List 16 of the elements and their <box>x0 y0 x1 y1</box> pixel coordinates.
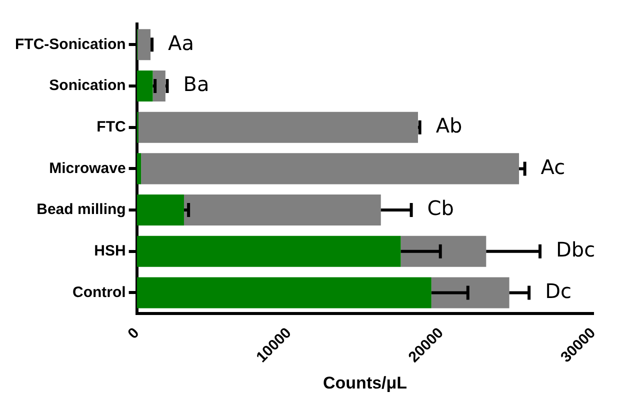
y-tick-label: FTC-Sonication <box>14 36 126 53</box>
y-tick-label: Sonication <box>49 77 126 94</box>
y-tick-label: Control <box>72 284 126 301</box>
y-tick-label: Microwave <box>49 160 126 177</box>
y-tick-label: HSH <box>94 242 126 260</box>
y-tick-label: Bead milling <box>36 201 126 218</box>
annotation: Dc <box>545 278 572 303</box>
annotation: Ab <box>436 114 462 138</box>
annotation: Aa <box>168 30 194 55</box>
y-tick-label: FTC <box>96 118 126 136</box>
x-tick-label: 0 <box>124 324 143 342</box>
annotation: Dbc <box>556 238 596 262</box>
annotation: Ba <box>183 72 210 96</box>
annotation: Cb <box>427 196 454 220</box>
annotation: Ac <box>540 154 566 179</box>
x-axis-title: Counts/μL <box>323 373 408 392</box>
